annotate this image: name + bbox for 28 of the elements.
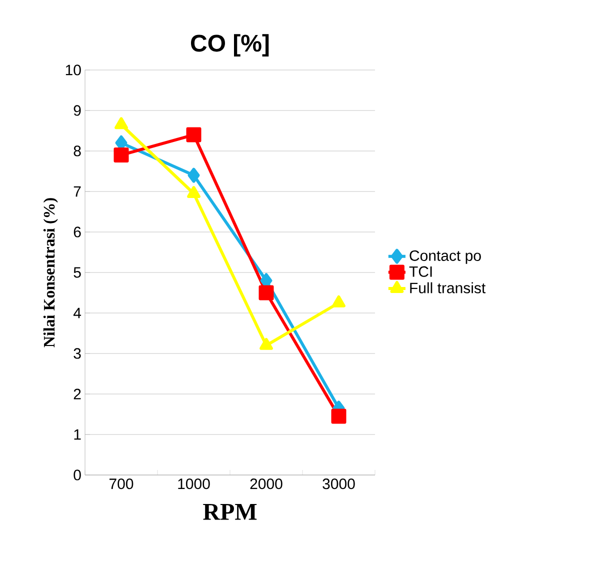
- y-tick-label: 5: [74, 267, 81, 278]
- x-axis-title: RPM: [203, 504, 257, 520]
- x-tick-label: 700: [110, 478, 134, 490]
- x-tick-label: 3000: [322, 478, 355, 490]
- y-tick-label: 1: [74, 429, 81, 440]
- y-tick-label: 6: [74, 226, 81, 238]
- chart-title: CO [%]: [190, 34, 269, 56]
- point: [114, 148, 129, 163]
- y-tick-label: 4: [73, 308, 82, 318]
- y-tick-label: 10: [66, 64, 81, 76]
- y-tick-label: 0: [74, 470, 81, 480]
- y-tick-label: 7: [74, 186, 81, 197]
- y-axis-title: Nilai Konsentrasi (%): [43, 198, 58, 348]
- y-tick-label: 2: [74, 388, 81, 400]
- legend-label: Full transist: [410, 282, 486, 294]
- x-tick-label: 1000: [178, 478, 210, 490]
- legend-label: Contact po: [410, 250, 481, 264]
- point: [331, 408, 346, 424]
- y-tick-label: 8: [74, 146, 81, 156]
- x-tick-label: 2000: [250, 478, 282, 490]
- point: [114, 117, 128, 130]
- point: [258, 285, 274, 300]
- legend-label: TCI: [409, 266, 432, 277]
- point: [186, 127, 202, 142]
- y-tick-label: 9: [74, 105, 81, 116]
- y-tick-label: 3: [74, 348, 81, 359]
- point: [187, 186, 200, 198]
- point: [188, 168, 200, 183]
